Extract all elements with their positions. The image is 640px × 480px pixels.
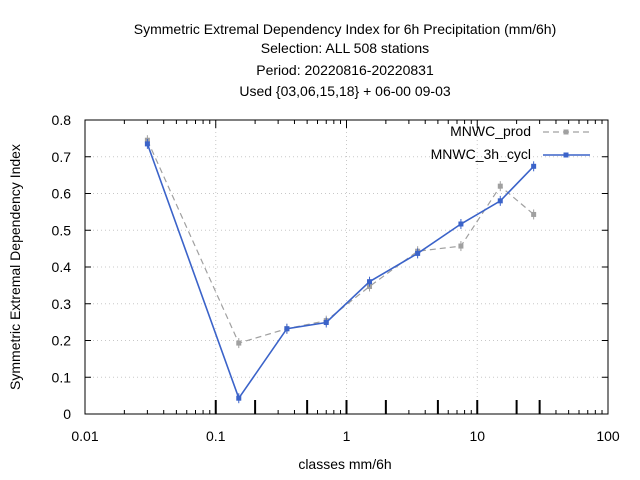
x-axis-label: classes mm/6h bbox=[298, 456, 391, 472]
series-line-0 bbox=[146, 139, 535, 344]
data-point bbox=[458, 221, 464, 227]
y-tick-label: 0 bbox=[63, 406, 71, 422]
data-point bbox=[497, 198, 503, 204]
data-point bbox=[284, 326, 290, 332]
title-line-2: Selection: ALL 508 stations bbox=[261, 40, 429, 56]
y-tick-label: 0.4 bbox=[52, 259, 72, 275]
x-tick-label: 0.1 bbox=[206, 428, 226, 444]
y-tick-label: 0.6 bbox=[52, 186, 72, 202]
data-point bbox=[531, 163, 537, 169]
data-point bbox=[144, 141, 150, 147]
x-tick-label: 0.01 bbox=[71, 428, 98, 444]
plot-frame bbox=[84, 119, 609, 415]
y-tick-label: 0.7 bbox=[52, 149, 72, 165]
series-line-1 bbox=[146, 143, 535, 400]
series-layer bbox=[144, 135, 537, 404]
data-point bbox=[367, 279, 373, 285]
chart-title: Symmetric Extremal Dependency Index for … bbox=[134, 21, 557, 99]
data-point bbox=[323, 319, 329, 325]
data-point bbox=[531, 211, 537, 217]
y-tick-label: 0.3 bbox=[52, 296, 72, 312]
y-tick-label: 0.2 bbox=[52, 333, 72, 349]
y-axis-label: Symmetric Extremal Dependency Index bbox=[7, 144, 23, 390]
x-tick-label: 100 bbox=[596, 428, 620, 444]
y-tick-label: 0.5 bbox=[52, 222, 72, 238]
legend-marker-1 bbox=[563, 152, 569, 158]
title-line-3: Period: 20220816-20220831 bbox=[256, 62, 434, 78]
data-point bbox=[458, 243, 464, 249]
legend: MNWC_prod MNWC_3h_cycl bbox=[431, 123, 590, 162]
y-tick-label: 0.8 bbox=[52, 112, 72, 128]
x-axis-ticks: 0.01 0.1 1 10 100 bbox=[71, 120, 620, 444]
legend-label-0: MNWC_prod bbox=[450, 123, 531, 139]
data-point bbox=[236, 340, 242, 346]
grid bbox=[85, 120, 608, 414]
x-tick-label: 10 bbox=[469, 428, 485, 444]
y-tick-label: 0.1 bbox=[52, 369, 72, 385]
legend-marker-0 bbox=[563, 129, 569, 135]
data-point bbox=[415, 250, 421, 256]
title-line-1: Symmetric Extremal Dependency Index for … bbox=[134, 21, 557, 37]
data-point bbox=[497, 183, 503, 189]
legend-label-1: MNWC_3h_cycl bbox=[431, 146, 531, 162]
title-line-4: Used {03,06,15,18} + 06-00 09-03 bbox=[239, 83, 451, 99]
class-marks bbox=[214, 400, 541, 414]
x-tick-label: 1 bbox=[343, 428, 351, 444]
data-point bbox=[236, 395, 242, 401]
